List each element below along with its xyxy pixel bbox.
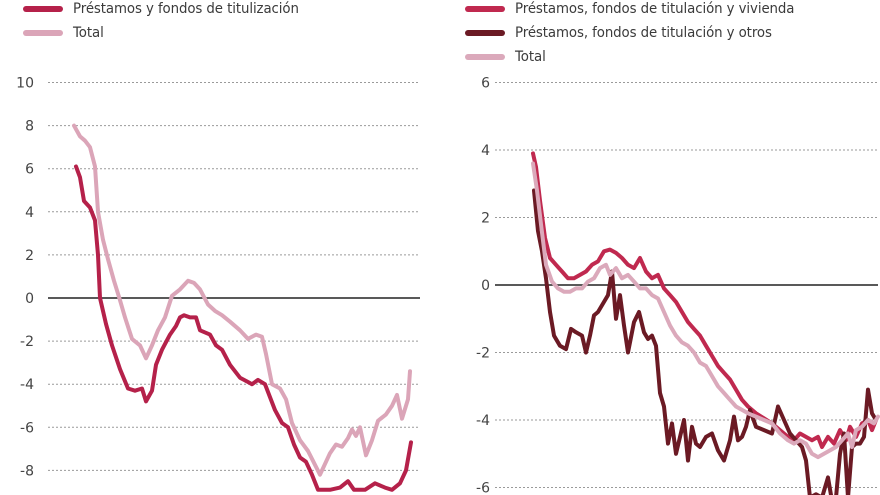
y-tick-label: -4 — [476, 413, 490, 429]
y-tick-label: 0 — [481, 278, 490, 294]
legend-label: Préstamos, fondos de titulación y vivien… — [515, 1, 795, 17]
y-tick-label: -8 — [20, 463, 34, 479]
legend-swatch-total — [465, 54, 505, 60]
legend-item-vivienda: Préstamos, fondos de titulación y vivien… — [465, 1, 819, 17]
y-tick-label: -6 — [20, 420, 34, 436]
y-tick-label: 10 — [16, 76, 34, 92]
y-tick-label: -2 — [476, 346, 490, 362]
legend-item-otros: Préstamos, fondos de titulación y otros — [465, 25, 794, 41]
legend-label: Total — [73, 25, 104, 41]
series-line — [72, 123, 412, 477]
series-line — [531, 161, 880, 460]
series-line — [531, 151, 878, 449]
legend-item-total: Total — [23, 25, 106, 41]
right-chart-panel: Préstamos, fondos de titulación y vivien… — [440, 0, 880, 495]
series-line — [74, 164, 413, 492]
right-y-axis: 6 4 2 0 -2 -4 -6 — [476, 76, 490, 495]
legend-swatch-otros — [465, 30, 505, 36]
series-lines — [72, 123, 880, 495]
legend-swatch-total — [23, 30, 63, 36]
right-gridlines — [495, 82, 878, 488]
y-tick-label: 4 — [481, 143, 490, 159]
y-tick-label: -6 — [476, 481, 490, 495]
legend-label: Total — [515, 49, 546, 65]
y-tick-label: 2 — [481, 211, 490, 227]
left-y-axis: 10 8 6 4 2 0 -2 -4 -6 -8 — [16, 76, 34, 480]
y-tick-label: -4 — [20, 377, 34, 393]
y-tick-label: 8 — [25, 119, 34, 135]
legend-label: Préstamos y fondos de titulización — [73, 1, 299, 17]
series-line — [532, 188, 878, 495]
y-tick-label: 4 — [25, 205, 34, 221]
legend-item-prestamos: Préstamos y fondos de titulización — [23, 1, 318, 17]
left-gridlines — [48, 82, 420, 471]
left-chart-panel: Préstamos y fondos de titulización Total — [23, 1, 318, 41]
y-tick-label: 6 — [481, 76, 490, 92]
legend-swatch-prestamos — [23, 6, 63, 12]
legend-label: Préstamos, fondos de titulación y otros — [515, 25, 772, 41]
y-tick-label: 6 — [25, 162, 34, 178]
legend-swatch-vivienda — [465, 6, 505, 12]
y-tick-label: 0 — [25, 291, 34, 307]
legend-item-total: Total — [465, 49, 548, 65]
y-tick-label: 2 — [25, 248, 34, 264]
y-tick-label: -2 — [20, 334, 34, 350]
